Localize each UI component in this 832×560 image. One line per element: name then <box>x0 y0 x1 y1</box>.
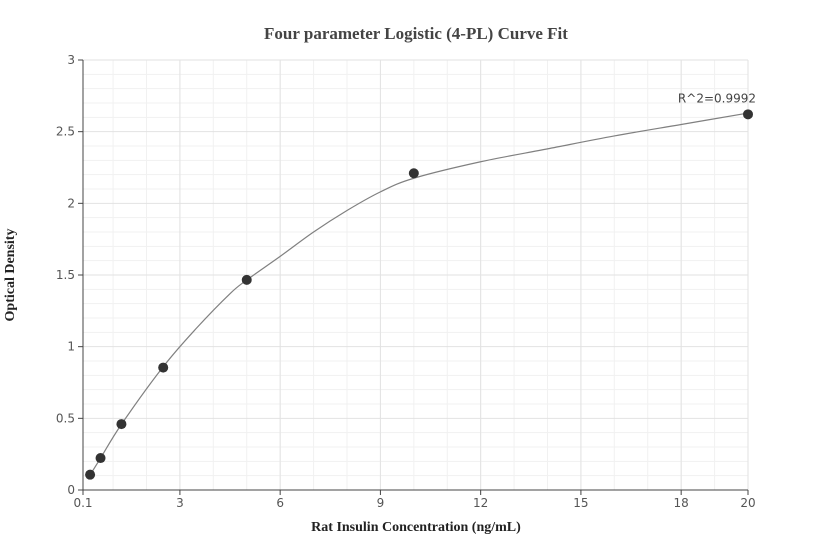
data-point <box>95 453 106 464</box>
annotations: R^2=0.9992 <box>678 91 756 105</box>
x-tick-label: 18 <box>674 496 689 510</box>
data-point <box>241 274 252 285</box>
y-tick-label: 1 <box>67 340 75 354</box>
grid <box>83 59 749 490</box>
y-tick-label: 1.5 <box>56 268 75 282</box>
x-tick-label: 3 <box>176 496 184 510</box>
data-point <box>158 362 169 373</box>
x-tick-label: 15 <box>573 496 588 510</box>
y-tick-label: 2 <box>67 196 75 210</box>
data-point <box>116 419 127 430</box>
x-tick-label: 6 <box>276 496 284 510</box>
fit-curve-layer <box>89 112 749 476</box>
tick-labels: 0.1 3 6 9 12 15 18 20 0 0.5 1 1.5 2 2.5 3 <box>56 53 756 510</box>
y-axis-title: Optical Density <box>3 229 18 322</box>
y-tick-label: 0 <box>67 483 75 497</box>
x-axis-title: Rat Insulin Concentration (ng/mL) <box>311 520 521 535</box>
chart-title: Four parameter Logistic (4-PL) Curve Fit <box>264 24 568 43</box>
data-point <box>743 109 753 120</box>
y-tick-label: 0.5 <box>56 411 75 425</box>
r-squared-annotation: R^2=0.9992 <box>678 91 756 105</box>
x-tick-label: 20 <box>740 496 755 510</box>
axes <box>78 59 749 495</box>
x-tick-label: 9 <box>377 496 385 510</box>
fit-curve <box>89 112 749 476</box>
y-tick-label: 3 <box>67 53 75 67</box>
y-tick-label: 2.5 <box>56 125 75 139</box>
data-points <box>85 109 753 480</box>
x-tick-label: 0.1 <box>73 496 92 510</box>
data-point <box>85 469 96 480</box>
x-tick-label: 12 <box>473 496 488 510</box>
data-point <box>408 168 419 179</box>
